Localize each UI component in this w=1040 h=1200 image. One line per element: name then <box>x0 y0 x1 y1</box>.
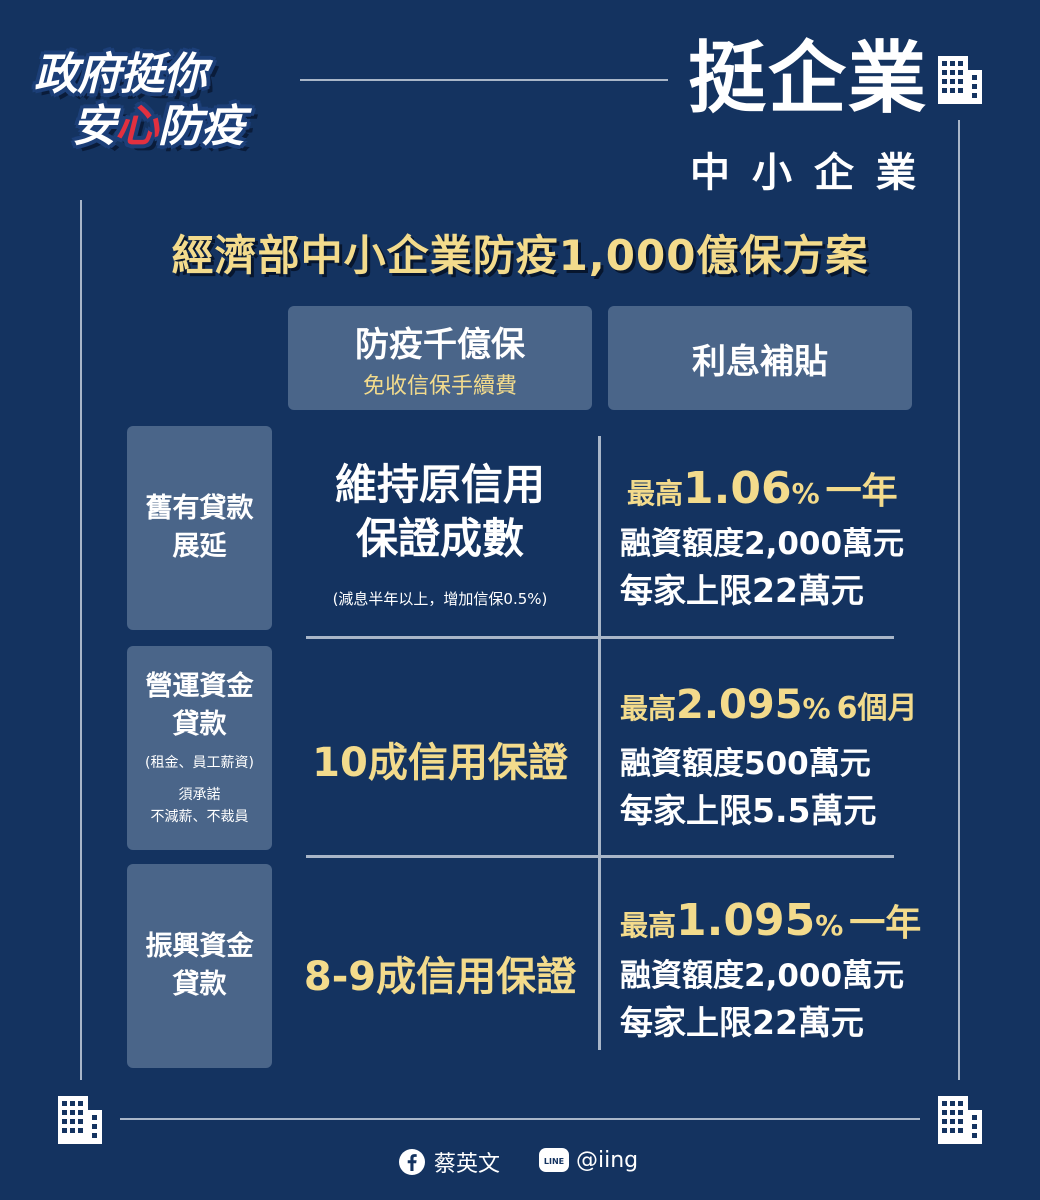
header-title: 挺企業 <box>688 34 929 124</box>
row-header-working-capital: 營運資金 貸款 (租金、員工薪資) 須承諾 不減薪、不裁員 <box>127 646 272 850</box>
row-label-line: 展延 <box>172 531 227 562</box>
frame-bottom <box>120 1118 920 1120</box>
header-subtitle: 中小企業 <box>690 150 938 196</box>
column-divider <box>598 436 601 1050</box>
credit-line: 融資額度2,000萬元 <box>620 526 905 562</box>
column-subtitle: 免收信保手續費 <box>362 373 517 399</box>
heart-icon: 心 <box>115 101 159 152</box>
limit-line: 每家上限22萬元 <box>620 1003 864 1042</box>
frame-right <box>958 120 960 1080</box>
limit-line: 每家上限22萬元 <box>620 571 864 610</box>
footer-facebook[interactable]: 蔡英文 <box>398 1146 500 1178</box>
row-label-line: 貸款 <box>172 709 227 740</box>
row-label-note: (租金、員工薪資) <box>145 755 254 771</box>
main-title: 經濟部中小企業防疫1,000億保方案 <box>171 231 869 280</box>
guarantee-text: 10成信用保證 <box>312 740 568 786</box>
building-icon <box>58 1096 102 1144</box>
divider-top <box>300 79 668 81</box>
line-icon: LINE <box>539 1148 569 1172</box>
logo-line-1: 政府挺你 <box>34 49 207 100</box>
row-divider <box>306 636 894 639</box>
column-title: 防疫千億保 <box>355 324 525 365</box>
row-label-line: 貸款 <box>172 969 227 1000</box>
row-divider <box>306 855 894 858</box>
row-header-existing-loan: 舊有貸款 展延 <box>127 426 272 630</box>
credit-line: 融資額度500萬元 <box>620 746 871 782</box>
footer-facebook-name: 蔡英文 <box>434 1152 501 1177</box>
guarantee-text: 維持原信用 保證成數 <box>334 460 545 563</box>
interest-rate-line: 最高1.095% 一年 <box>620 895 922 946</box>
guarantee-text: 8-9成信用保證 <box>303 954 577 1000</box>
building-icon <box>938 56 982 104</box>
guarantee-note: (減息半年以上，增加信保0.5%) <box>332 590 548 608</box>
facebook-icon <box>399 1149 425 1175</box>
row-label-line: 營運資金 <box>145 671 254 702</box>
footer-line[interactable]: LINE @iing <box>538 1146 638 1174</box>
column-header-interest: 利息補貼 <box>608 306 912 410</box>
credit-line: 融資額度2,000萬元 <box>620 958 905 994</box>
row-label-line: 振興資金 <box>145 931 254 962</box>
interest-rate-line: 最高1.06% 一年 <box>627 463 898 514</box>
row-header-revival-loan: 振興資金 貸款 <box>127 864 272 1068</box>
interest-rate-line: 最高2.095% 6個月 <box>620 682 918 728</box>
footer-line-id: @iing <box>576 1147 639 1173</box>
row-label-line: 舊有貸款 <box>145 493 254 524</box>
frame-left <box>80 200 82 1080</box>
column-header-guarantee: 防疫千億保 免收信保手續費 <box>288 306 592 410</box>
logo-line-2: 安心防疫 <box>72 101 245 152</box>
svg-text:LINE: LINE <box>544 1157 564 1166</box>
building-icon <box>938 1096 982 1144</box>
column-title: 利息補貼 <box>692 341 828 382</box>
row-label-commitment: 須承諾 不減薪、不裁員 <box>150 787 249 825</box>
limit-line: 每家上限5.5萬元 <box>620 791 877 830</box>
